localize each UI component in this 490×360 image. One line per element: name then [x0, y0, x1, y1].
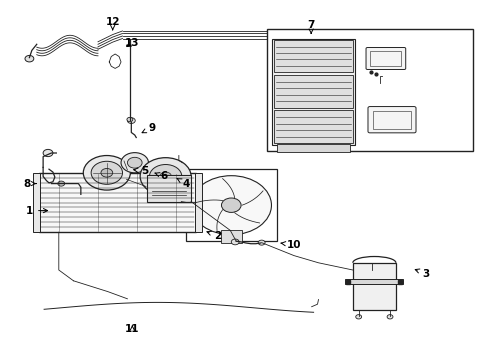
Bar: [33, 173, 40, 232]
Text: 2: 2: [207, 231, 221, 241]
Circle shape: [83, 156, 130, 190]
Bar: [147, 175, 191, 202]
Text: 5: 5: [134, 166, 148, 176]
Circle shape: [231, 239, 239, 245]
Text: 7: 7: [307, 20, 315, 33]
FancyBboxPatch shape: [366, 48, 406, 69]
Circle shape: [387, 315, 393, 319]
Text: 1: 1: [26, 206, 48, 216]
Circle shape: [43, 149, 53, 157]
Text: 8: 8: [24, 179, 36, 189]
Circle shape: [25, 55, 34, 62]
Bar: [267, 29, 473, 151]
Bar: [274, 75, 353, 108]
Circle shape: [121, 153, 148, 173]
Text: 9: 9: [142, 123, 155, 133]
Text: 4: 4: [177, 179, 190, 189]
Bar: [345, 279, 403, 284]
FancyBboxPatch shape: [368, 107, 416, 133]
Bar: [195, 173, 202, 232]
Circle shape: [160, 172, 172, 181]
Bar: [274, 111, 353, 143]
Bar: [373, 111, 411, 129]
Circle shape: [101, 168, 113, 177]
Bar: [370, 51, 401, 66]
Text: 3: 3: [415, 269, 430, 279]
Bar: [277, 144, 350, 152]
Bar: [186, 169, 277, 241]
Circle shape: [58, 181, 65, 186]
Circle shape: [221, 198, 241, 212]
Text: 12: 12: [105, 17, 120, 30]
Circle shape: [127, 117, 133, 122]
Bar: [220, 230, 242, 243]
Circle shape: [191, 176, 271, 235]
Circle shape: [356, 315, 362, 319]
Circle shape: [91, 161, 122, 184]
Circle shape: [127, 157, 142, 168]
Bar: [274, 40, 353, 72]
Circle shape: [258, 240, 265, 245]
Bar: [272, 39, 355, 145]
Circle shape: [140, 158, 191, 195]
Text: 11: 11: [125, 324, 140, 334]
Text: 13: 13: [125, 38, 140, 48]
Text: 10: 10: [281, 240, 301, 250]
Circle shape: [149, 165, 182, 188]
Bar: [39, 173, 196, 232]
Circle shape: [127, 118, 135, 123]
Bar: [353, 263, 396, 310]
Text: 6: 6: [155, 171, 168, 181]
